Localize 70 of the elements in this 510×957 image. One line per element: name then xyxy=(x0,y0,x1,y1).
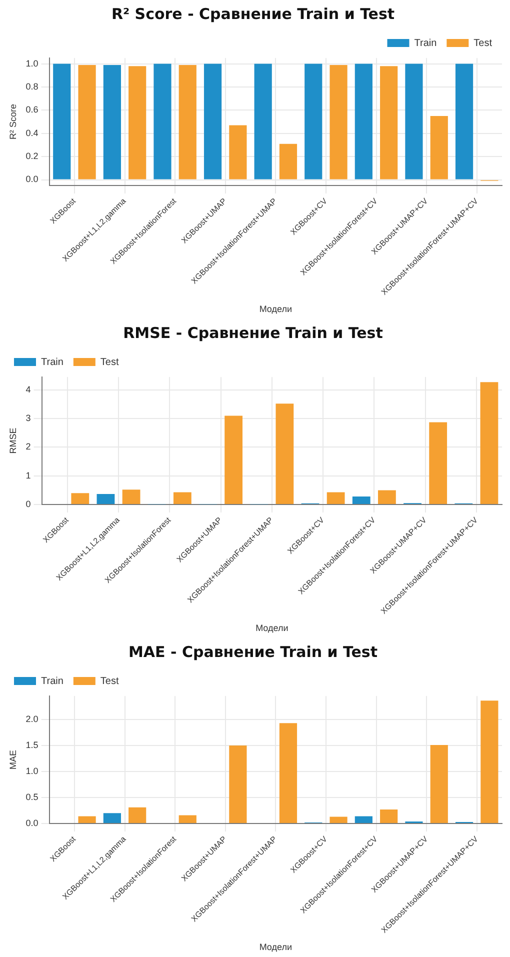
x-axis-title: Модели xyxy=(259,942,292,952)
y-tick-label: 0.2 xyxy=(26,151,38,162)
bar xyxy=(71,493,90,504)
bar xyxy=(455,64,474,180)
bar xyxy=(178,815,196,824)
bar xyxy=(276,404,294,504)
y-tick-label: 0.0 xyxy=(26,818,38,828)
y-tick-label: 1 xyxy=(26,470,31,480)
x-axis-title: Модели xyxy=(259,304,292,314)
y-tick-label: 0 xyxy=(26,499,31,510)
chart-title: MAE - Сравнение Train и Test xyxy=(128,642,378,661)
chart-title: R² Score - Сравнение Train и Test xyxy=(111,4,395,23)
bar xyxy=(354,816,372,824)
legend-label: Train xyxy=(41,356,64,368)
bar xyxy=(354,64,372,180)
bar xyxy=(380,66,398,180)
bar xyxy=(78,816,96,824)
bar xyxy=(326,492,345,504)
bar xyxy=(279,723,298,824)
legend-label: Test xyxy=(474,38,492,49)
legend-label: Test xyxy=(100,356,119,368)
bar xyxy=(330,64,348,180)
x-axis-title: Модели xyxy=(256,623,288,634)
bar xyxy=(480,382,498,504)
y-tick-label: 2.0 xyxy=(26,714,38,724)
bar xyxy=(173,492,192,504)
bar xyxy=(279,144,298,180)
bar xyxy=(229,745,247,824)
bar xyxy=(430,116,448,180)
y-tick-label: 0.5 xyxy=(26,792,38,802)
bar xyxy=(224,416,242,504)
bar xyxy=(128,807,146,824)
y-tick-label: 0.8 xyxy=(26,81,38,92)
y-tick-label: 1.0 xyxy=(26,766,38,776)
bar xyxy=(103,64,121,180)
y-tick-label: 2 xyxy=(26,442,31,452)
bar xyxy=(378,490,396,504)
bar xyxy=(128,66,146,180)
bar xyxy=(204,64,222,180)
y-tick-label: 1.5 xyxy=(26,740,38,750)
legend-label: Train xyxy=(414,38,437,49)
bar xyxy=(53,64,71,180)
bar xyxy=(78,64,96,180)
y-tick-label: 0.6 xyxy=(26,104,38,115)
bar xyxy=(122,490,140,504)
bar xyxy=(430,744,448,824)
legend-label: Train xyxy=(41,676,64,687)
legend-label: Test xyxy=(100,676,119,687)
y-tick-label: 4 xyxy=(26,384,31,394)
bar xyxy=(429,422,448,504)
bar xyxy=(304,64,322,180)
y-axis-title: RMSE xyxy=(8,428,18,454)
bar xyxy=(96,494,115,504)
bar xyxy=(254,64,272,180)
bar xyxy=(330,816,348,824)
y-tick-label: 1.0 xyxy=(26,58,38,68)
y-tick-label: 0.4 xyxy=(26,128,38,138)
bar xyxy=(480,700,498,824)
bar xyxy=(103,813,121,824)
bar xyxy=(405,64,423,180)
y-axis-title: MAE xyxy=(8,750,18,770)
bar xyxy=(229,125,247,180)
bar xyxy=(178,64,196,180)
y-tick-label: 0.0 xyxy=(26,174,38,184)
chart-title: RMSE - Сравнение Train и Test xyxy=(123,324,383,342)
bar xyxy=(154,64,172,180)
y-axis-title: R² Score xyxy=(8,104,18,140)
bar xyxy=(380,810,398,824)
bar xyxy=(352,496,370,504)
y-tick-label: 3 xyxy=(26,413,31,424)
